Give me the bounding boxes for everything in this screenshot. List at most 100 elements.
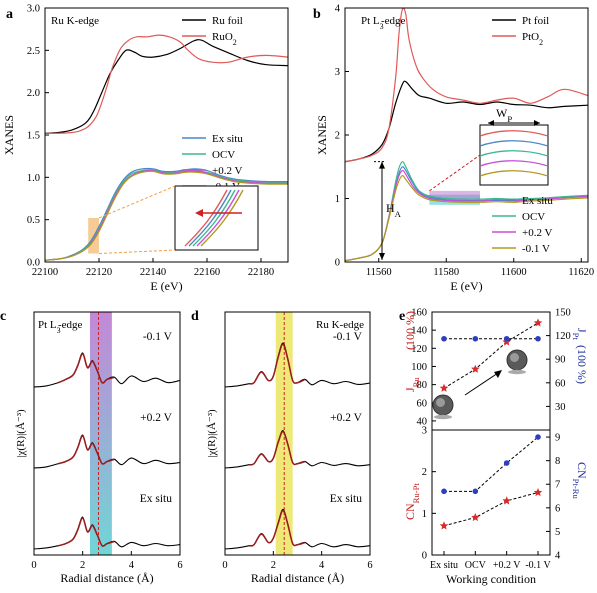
- marker-circle-J_Pt-3: [535, 335, 541, 342]
- trace-d-exp-1: [224, 430, 371, 469]
- x-axis-d-tick-label: 6: [367, 560, 372, 571]
- marker-circle-CN_Pt-Ru-1: [472, 488, 479, 495]
- x-axis-c-tick-label: 4: [129, 560, 135, 571]
- y-label-e-top-left-unit: (100 %): [403, 311, 417, 350]
- panel-letter-e: e: [399, 309, 405, 324]
- marker-star-CN_Ru-Pt-1: [471, 513, 480, 522]
- x-axis-a-tick-label: 22180: [248, 267, 274, 278]
- y-right-e-top-tick-label: 150: [555, 308, 571, 319]
- y-right-e-bottom-tick-label: 7: [555, 480, 560, 491]
- chart-title-b: Pt L3: [361, 15, 384, 31]
- x-axis-c-tick-label: 6: [177, 560, 182, 571]
- x-axis-e-tick-label: -0.1 V: [525, 560, 551, 571]
- x-axis-c-tick-label: 2: [80, 560, 85, 571]
- trace-d-fit-1: [249, 430, 306, 466]
- y-right-e-top-tick-label: 60: [555, 378, 566, 389]
- chart-title-c: Pt L3: [38, 319, 61, 335]
- y-axis-label-d: |χ(R)|(Å⁻³): [206, 409, 218, 458]
- legend-b-pt-foil-label: Pt foil: [522, 15, 549, 27]
- plot-frame-b: [344, 7, 589, 263]
- marker-circle-CN_Pt-Ru-3: [535, 434, 541, 440]
- inset-a-curve: [196, 189, 240, 247]
- legend-a-2-label: +0.2 V: [212, 165, 243, 177]
- marker-star-CN_Ru-Pt-2: [502, 496, 511, 505]
- x-axis-label-b: E (eV): [450, 279, 482, 293]
- inset-a-curve: [188, 189, 232, 247]
- trend-CN_Ru-Pt: [443, 492, 539, 527]
- trace-c-fit-1: [58, 435, 115, 465]
- trace-d-exp-2: [224, 508, 371, 550]
- legend-b-1-label: OCV: [522, 211, 545, 223]
- x-axis-d-tick-label: 2: [271, 560, 276, 571]
- y-label-e-bottom-right: CNPt-Ru: [571, 462, 589, 499]
- trend-J_Ru: [443, 322, 539, 389]
- nanoparticle-left-shadow: [434, 414, 452, 420]
- marker-star-J_Ru-1: [471, 364, 480, 373]
- y-label-e-bottom-left: CNRu-Pt: [403, 483, 421, 520]
- marker-star-J_Ru-3: [533, 318, 543, 327]
- series-b-3: [344, 161, 589, 262]
- y-axis-b-tick-label: 4: [335, 4, 341, 15]
- y-label-e-top-left: JRu: [403, 377, 421, 392]
- inset-a-curve: [192, 189, 236, 247]
- legend-a-0-label: Ex situ: [212, 133, 243, 145]
- marker-circle-J_Pt-1: [472, 335, 479, 342]
- legend-b-0-label: Ex situ: [522, 195, 553, 207]
- annotation-ha: HA: [386, 201, 402, 219]
- x-axis-label-a: E (eV): [150, 279, 182, 293]
- trace-d-fit-0: [249, 343, 306, 385]
- inset-a-curve: [184, 189, 228, 247]
- highlight-band-c: [89, 312, 112, 555]
- y-label-e-top-right-unit: (100 %): [575, 345, 589, 384]
- y-left-e-top-tick-label: 100: [411, 362, 427, 373]
- inset-b-curve: [479, 160, 549, 167]
- legend-a-ruo2-label: RuO2: [212, 31, 237, 47]
- y-right-e-bottom-tick-label: 4: [555, 551, 561, 562]
- trend-CN_Pt-Ru: [444, 436, 539, 492]
- series-b-1: [344, 7, 589, 163]
- connector-a-bottom: [98, 249, 176, 255]
- y-axis-b-tick-label: 2: [335, 131, 340, 142]
- x-axis-d-tick-label: 0: [222, 560, 227, 571]
- trace-d-fit-2: [249, 509, 306, 547]
- trace-label-c-0: -0.1 V: [143, 331, 173, 343]
- y-axis-b-tick-label: 0: [335, 258, 340, 269]
- y-axis-a-tick-label: 0.0: [27, 258, 40, 269]
- x-axis-e-tick-label: Ex situ: [430, 560, 458, 571]
- marker-star-CN_Ru-Pt-0: [439, 521, 449, 530]
- legend-a-ru-foil-label: Ru foil: [212, 15, 243, 27]
- y-axis-label-a: XANES: [2, 115, 16, 155]
- x-axis-b-tick-label: 11600: [501, 267, 527, 278]
- y-right-e-top-tick-label: 120: [555, 331, 571, 342]
- marker-circle-J_Pt-2: [503, 335, 510, 342]
- y-left-e-bottom-tick-label: 1: [422, 509, 427, 520]
- series-a-0: [44, 39, 289, 134]
- x-axis-a-tick-label: 22120: [86, 267, 112, 278]
- y-axis-b-tick-label: 1: [335, 194, 340, 205]
- x-axis-d-tick-label: 4: [319, 560, 325, 571]
- nanoparticle-right-highlight: [510, 353, 519, 362]
- plot-frame-c: [33, 311, 181, 556]
- marker-star-J_Ru-0: [439, 383, 449, 392]
- y-axis-a-tick-label: 2.5: [27, 46, 40, 57]
- y-left-e-top-tick-label: 80: [417, 380, 428, 391]
- inset-b-curve: [479, 150, 549, 157]
- panel-letter-a: a: [6, 7, 13, 22]
- panel-letter-d: d: [191, 309, 199, 324]
- inset-a-arrow-head: [195, 209, 203, 217]
- y-axis-a-tick-label: 0.5: [27, 215, 40, 226]
- x-axis-a-tick-label: 22160: [194, 267, 220, 278]
- y-right-e-bottom-tick-label: 5: [555, 527, 560, 538]
- trend-arrow-head: [494, 370, 502, 378]
- y-left-e-top-tick-label: 40: [417, 416, 428, 427]
- trace-c-fit-2: [58, 517, 115, 547]
- panel-letter-b: b: [313, 7, 321, 22]
- legend-b-2-label: +0.2 V: [522, 227, 553, 239]
- legend-b-pto2-label: PtO2: [522, 31, 543, 47]
- y-left-e-bottom-tick-label: 3: [422, 426, 427, 437]
- chart-title-d: Ru K-edge: [316, 319, 364, 331]
- x-axis-b-tick-label: 11560: [366, 267, 392, 278]
- x-axis-label-c: Radial distance (Å): [60, 571, 153, 585]
- y-axis-a-tick-label: 1.0: [27, 173, 40, 184]
